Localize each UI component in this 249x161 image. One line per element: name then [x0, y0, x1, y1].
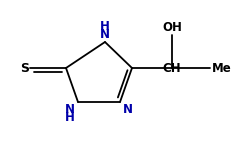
- Text: N: N: [100, 28, 110, 41]
- Text: CH: CH: [163, 62, 181, 75]
- Text: OH: OH: [162, 21, 182, 34]
- Text: N: N: [123, 103, 133, 116]
- Text: N: N: [65, 103, 75, 116]
- Text: S: S: [20, 62, 29, 75]
- Text: Me: Me: [212, 62, 232, 75]
- Text: H: H: [65, 111, 75, 124]
- Text: H: H: [100, 20, 110, 33]
